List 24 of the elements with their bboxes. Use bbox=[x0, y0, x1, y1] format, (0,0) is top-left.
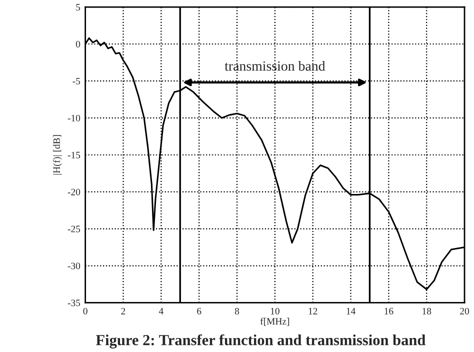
y-tick-label: -30 bbox=[68, 262, 80, 270]
x-tick-label: 16 bbox=[384, 308, 394, 314]
y-tick-label: -35 bbox=[68, 300, 80, 306]
x-axis-title: f[MHz] bbox=[260, 318, 290, 326]
annotation: transmission band bbox=[224, 60, 326, 71]
y-tick-label: -5 bbox=[72, 78, 80, 84]
x-tick-label: 10 bbox=[270, 308, 280, 314]
x-tick-label: 8 bbox=[234, 308, 240, 314]
x-tick-label: 12 bbox=[308, 308, 318, 314]
x-tick-label: 18 bbox=[422, 308, 432, 314]
x-tick-label: 2 bbox=[121, 308, 126, 314]
y-tick-label: -15 bbox=[68, 152, 80, 158]
y-axis-title: |H(f)| [dB] bbox=[53, 135, 62, 175]
y-tick-label: 0 bbox=[76, 40, 80, 48]
y-tick-label: -20 bbox=[68, 188, 80, 196]
x-tick-label: 20 bbox=[460, 308, 470, 314]
x-tick-label: 14 bbox=[346, 308, 356, 314]
y-tick-label: -25 bbox=[68, 226, 80, 232]
x-tick-label: 0 bbox=[83, 308, 88, 314]
caption: Figure 2: Transfer function and transmission band bbox=[96, 334, 426, 348]
y-tick-label: -10 bbox=[68, 114, 80, 122]
x-tick-label: 4 bbox=[158, 308, 164, 314]
x-tick-label: 6 bbox=[197, 308, 202, 314]
y-tick-label: 5 bbox=[76, 4, 80, 11]
